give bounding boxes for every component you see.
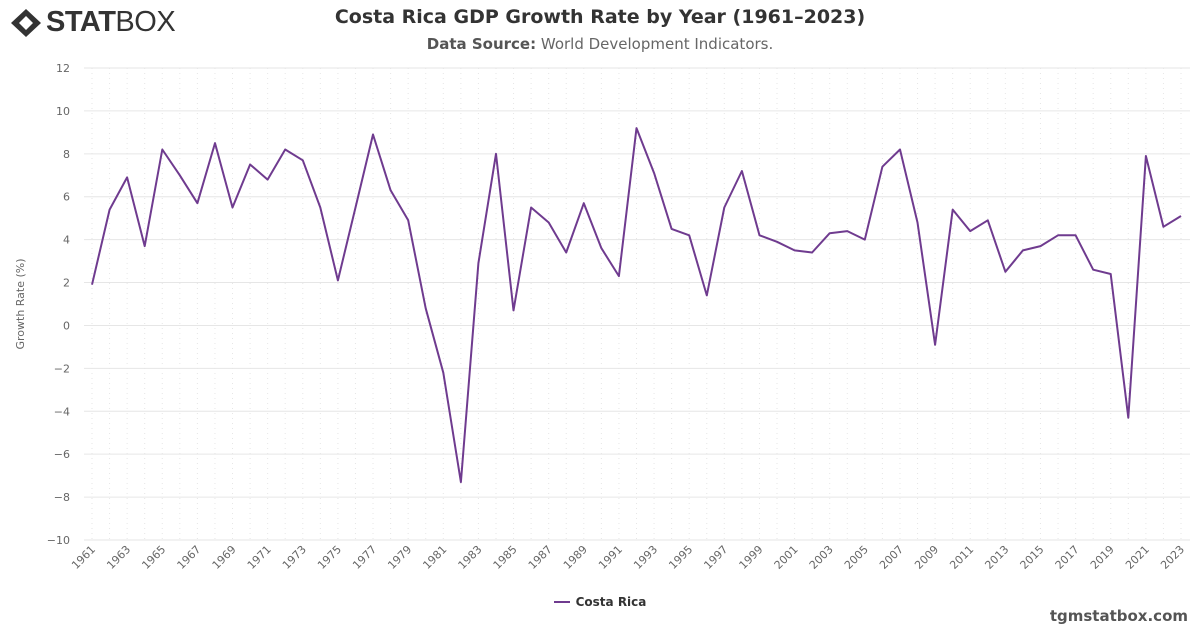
- x-tick-label: 2001: [772, 543, 801, 572]
- x-tick-label: 2011: [947, 543, 976, 572]
- x-tick-label: 2019: [1088, 543, 1117, 572]
- logo-text: STATBOX: [46, 6, 176, 38]
- y-tick-label: 6: [63, 191, 70, 204]
- y-tick-label: 12: [56, 62, 70, 75]
- y-tick-label: 0: [63, 319, 70, 332]
- x-tick-label: 2015: [1018, 543, 1047, 572]
- y-tick-label: 10: [56, 105, 70, 118]
- x-tick-label: 1997: [701, 543, 730, 572]
- y-tick-label: −6: [54, 448, 70, 461]
- y-tick-label: −10: [47, 534, 70, 547]
- series-line-costa-rica: [91, 127, 1182, 484]
- x-tick-label: 1995: [666, 543, 695, 572]
- x-tick-label: 1963: [104, 543, 133, 572]
- x-tick-label: 1985: [491, 543, 520, 572]
- logo-diamond-icon: [11, 8, 41, 37]
- x-tick-label: 2003: [807, 543, 836, 572]
- x-tick-label: 2013: [982, 543, 1011, 572]
- x-tick-label: 1987: [526, 543, 555, 572]
- x-tick-label: 1965: [139, 543, 168, 572]
- x-tick-label: 1969: [210, 543, 239, 572]
- x-tick-label: 2021: [1123, 543, 1152, 572]
- chart-subtitle: Data Source: World Development Indicator…: [0, 35, 1200, 53]
- x-tick-label: 1989: [561, 543, 590, 572]
- legend-label: Costa Rica: [575, 595, 647, 609]
- x-tick-label: 1981: [420, 543, 449, 572]
- x-tick-label: 2009: [912, 543, 941, 572]
- x-tick-label: 1975: [315, 543, 344, 572]
- x-tick-label: 1979: [385, 543, 414, 572]
- footer-site: tgmstatbox.com: [1049, 607, 1188, 625]
- x-tick-label: 1961: [69, 543, 98, 572]
- chart-title: Costa Rica GDP Growth Rate by Year (1961…: [334, 6, 866, 28]
- y-tick-label: −8: [54, 491, 70, 504]
- x-tick-label: 2007: [877, 543, 906, 572]
- y-tick-label: 4: [63, 234, 70, 247]
- source-label: Data Source:: [426, 35, 537, 53]
- x-tick-label: 1999: [737, 543, 766, 572]
- x-tick-label: 1967: [175, 543, 204, 572]
- y-tick-label: 8: [63, 148, 70, 161]
- statbox-logo: STATBOX: [10, 6, 176, 39]
- x-tick-label: 1971: [245, 543, 274, 572]
- y-tick-label: 2: [63, 277, 70, 290]
- legend[interactable]: Costa Rica: [0, 595, 1200, 609]
- x-tick-label: 1977: [350, 543, 379, 572]
- y-axis-label: Growth Rate (%): [14, 258, 27, 349]
- legend-swatch: [553, 601, 570, 603]
- x-tick-label: 1973: [280, 543, 309, 572]
- x-tick-label: 1991: [596, 543, 625, 572]
- x-tick-label: 1983: [456, 543, 485, 572]
- x-tick-label: 2005: [842, 543, 871, 572]
- source-value: World Development Indicators.: [540, 35, 774, 53]
- y-tick-label: −2: [54, 362, 70, 375]
- x-tick-label: 2017: [1053, 543, 1082, 572]
- x-tick-label: 1993: [631, 543, 660, 572]
- x-tick-label: 2023: [1158, 543, 1187, 572]
- y-tick-label: −4: [54, 405, 70, 418]
